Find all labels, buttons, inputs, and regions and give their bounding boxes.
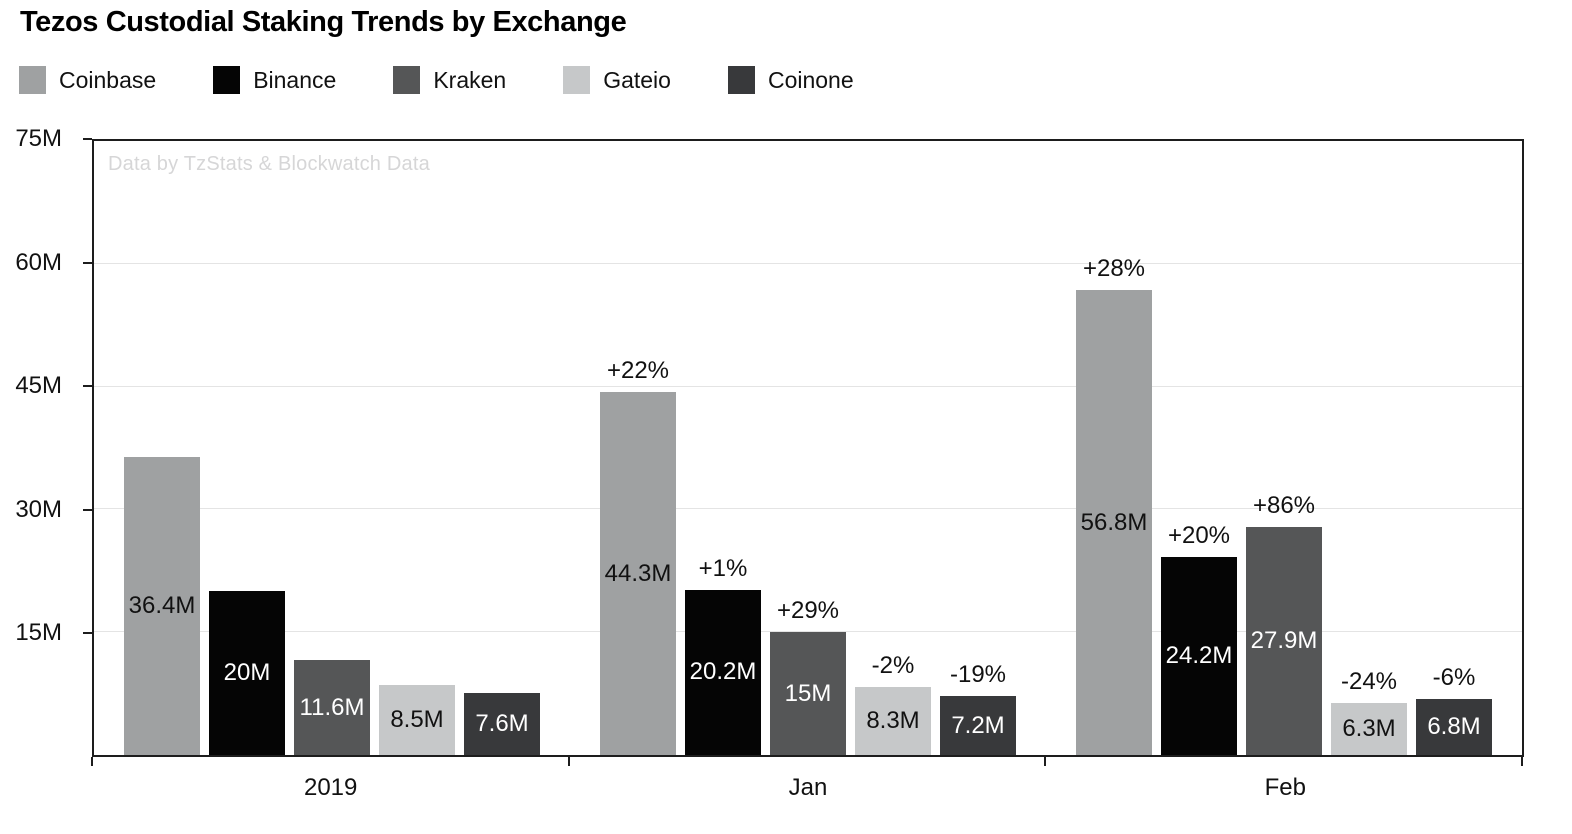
bar-group-jan: 44.3M +22% 20.2M +1% 15M +29% 8.3M -2% 7.2M -19% <box>570 141 1046 755</box>
legend-swatch-icon <box>19 66 46 94</box>
chart-title: Tezos Custodial Staking Trends by Exchan… <box>20 6 627 38</box>
legend-swatch-icon <box>213 66 241 94</box>
bar-coinone-feb: 6.8M -6% <box>1416 664 1492 755</box>
bar-percent-label: +28% <box>1082 255 1146 282</box>
bar-gateio-feb: 6.3M -24% <box>1331 668 1407 755</box>
legend-swatch-icon <box>563 66 591 94</box>
watermark: Data by TzStats & Blockwatch Data <box>108 153 430 175</box>
legend-swatch-icon <box>727 66 755 94</box>
bar-value-label: 44.3M <box>604 559 672 587</box>
gridline <box>94 508 1522 510</box>
plot-area: Data by TzStats & Blockwatch Data 36.4M 2… <box>92 139 1524 757</box>
y-axis-tick <box>83 138 92 140</box>
bar-coinbase-jan: 44.3M +22% <box>600 357 676 755</box>
bar-percent-label: +20% <box>1167 521 1231 549</box>
y-axis-tick <box>83 261 92 264</box>
bar-coinbase-2019: 36.4M <box>124 457 200 755</box>
bar-binance-jan: 20.2M +1% <box>685 555 761 755</box>
x-axis-label: Jan <box>788 774 828 801</box>
bar-coinone-2019: 7.6M <box>464 692 540 755</box>
y-axis-label: 15M <box>15 619 62 647</box>
x-axis-tick <box>1521 757 1523 766</box>
bar-value-label: 20.2M <box>689 658 757 686</box>
bar-value-label: 7.2M <box>951 711 1005 739</box>
bar-kraken-2019: 11.6M <box>294 660 370 755</box>
legend-label: Coinone <box>767 66 854 93</box>
y-axis-label: 30M <box>15 495 62 523</box>
bar-value-label: 8.3M <box>866 707 920 735</box>
y-axis-label: 45M <box>15 372 62 400</box>
y-axis-tick <box>83 385 92 388</box>
y-axis-label: 60M <box>15 248 62 276</box>
legend-item-kraken: Kraken <box>393 66 506 94</box>
bar-coinone-jan: 7.2M -19% <box>940 661 1016 755</box>
bar-binance-feb: 24.2M +20% <box>1161 522 1237 755</box>
legend-item-coinbase: Coinbase <box>19 66 156 94</box>
bar-percent-label: -19% <box>949 661 1007 689</box>
bar-value-label: 8.5M <box>390 706 444 734</box>
bar-kraken-jan: 15M +29% <box>770 597 846 755</box>
bar-percent-label: +22% <box>606 357 670 385</box>
bar-percent-label: +29% <box>776 597 840 625</box>
bar-gateio-jan: 8.3M -2% <box>855 652 931 755</box>
x-axis-label: 2019 <box>303 774 358 801</box>
bar-value-label: 6.3M <box>1342 715 1396 743</box>
bar-value-label: 36.4M <box>128 592 196 619</box>
legend-label: Binance <box>253 66 337 93</box>
x-axis-label: Feb <box>1264 774 1306 801</box>
bar-percent-label: +86% <box>1252 491 1316 519</box>
legend-label: Kraken <box>433 66 507 93</box>
bar-value-label: 20M <box>223 659 271 687</box>
bar-percent-label: -24% <box>1340 668 1398 696</box>
bar-group-feb: 56.8M +28% 24.2M +20% 27.9M +86% 6.3M -24% 6.8M -… <box>1046 141 1522 755</box>
legend-item-gateio: Gateio <box>563 66 671 94</box>
bar-value-label: 6.8M <box>1427 713 1481 741</box>
gridline <box>94 631 1522 633</box>
y-axis-label: 75M <box>15 125 62 152</box>
x-axis-tick <box>567 757 570 766</box>
gridline <box>94 385 1522 387</box>
bar-value-label: 11.6M <box>299 693 365 721</box>
legend-item-binance: Binance <box>213 66 336 94</box>
bar-value-label: 15M <box>784 679 832 707</box>
legend-label: Coinbase <box>59 66 157 93</box>
bar-percent-label: -6% <box>1432 664 1476 692</box>
legend-item-coinone: Coinone <box>727 66 854 94</box>
bar-binance-2019: 20M <box>209 591 285 755</box>
y-axis-tick <box>83 632 92 635</box>
x-axis-tick <box>91 757 93 766</box>
bar-percent-label: +1% <box>698 554 748 582</box>
bar-kraken-feb: 27.9M +86% <box>1246 492 1322 755</box>
bar-value-label: 24.2M <box>1165 641 1233 669</box>
legend-label: Gateio <box>603 66 671 93</box>
bar-coinbase-feb: 56.8M +28% <box>1076 255 1152 755</box>
bar-percent-label: -2% <box>871 652 915 680</box>
legend: Coinbase Binance Kraken Gateio Coinone <box>19 66 854 94</box>
bar-gateio-2019: 8.5M <box>379 685 455 755</box>
y-axis-tick <box>83 508 92 511</box>
bar-group-2019: 36.4M 20M 11.6M 8.5M 7.6M <box>94 141 570 755</box>
legend-swatch-icon <box>393 66 421 94</box>
gridline <box>94 262 1522 264</box>
bar-value-label: 7.6M <box>475 709 529 737</box>
bar-value-label: 27.9M <box>1250 626 1318 654</box>
x-axis-tick <box>1044 757 1047 766</box>
bar-value-label: 56.8M <box>1080 508 1148 536</box>
